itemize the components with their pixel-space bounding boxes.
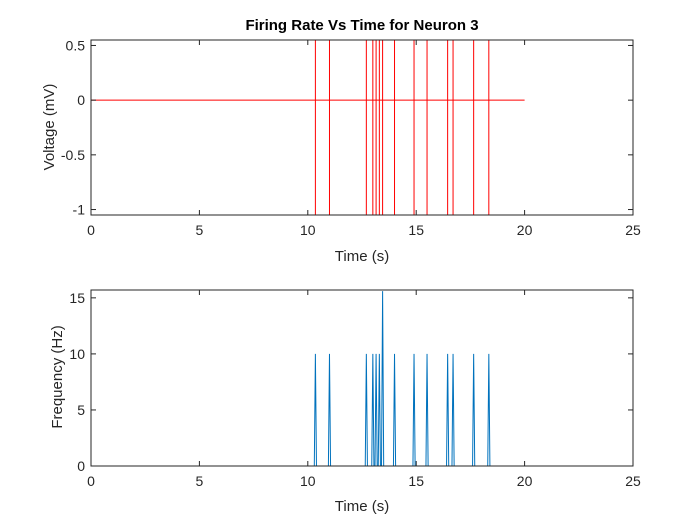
frequency-x-tick-label: 5 [196,473,204,489]
frequency-x-tick-label: 0 [87,473,95,489]
voltage-x-tick-label: 20 [517,222,533,238]
voltage-x-axis-label: Time (s) [335,248,389,265]
chart-title: Firing Rate Vs Time for Neuron 3 [245,17,478,34]
voltage-subplot: Firing Rate Vs Time for Neuron 3 0 5 10 15 2… [41,17,641,265]
frequency-plot-area [91,291,525,467]
frequency-x-tick-label: 15 [408,473,424,489]
frequency-subplot: 0 5 10 15 20 25 0 5 10 15 Time (s) Frequency (Hz) [49,289,641,515]
voltage-y-tick-label: -0.5 [61,147,85,163]
voltage-x-tick-label: 25 [625,222,641,238]
frequency-y-tick-label: 15 [69,290,85,306]
frequency-series-line [91,291,525,467]
frequency-x-tick-label: 20 [517,473,533,489]
voltage-y-axis-label: Voltage (mV) [41,84,58,171]
frequency-y-axis-label: Frequency (Hz) [49,325,66,428]
frequency-x-tick-label: 25 [625,473,641,489]
voltage-plot-area [91,40,525,215]
frequency-axes-box [90,289,634,467]
frequency-y-tick-label: 0 [77,458,85,474]
frequency-y-tick-label: 5 [77,402,85,418]
voltage-y-tick-label: 0 [77,92,85,108]
frequency-x-tick-label: 10 [300,473,316,489]
frequency-axes: 0 5 10 15 20 25 0 5 10 15 [69,289,641,489]
frequency-y-tick-label: 10 [69,346,85,362]
frequency-x-axis-label: Time (s) [335,498,389,515]
voltage-y-tick-label: -1 [73,202,86,218]
voltage-axes-box [90,39,634,216]
voltage-x-tick-label: 10 [300,222,316,238]
voltage-x-tick-label: 5 [196,222,204,238]
voltage-x-tick-label: 15 [408,222,424,238]
voltage-axes: 0 5 10 15 20 25 -1 -0.5 0 0.5 [61,37,641,238]
voltage-x-tick-label: 0 [87,222,95,238]
voltage-y-tick-label: 0.5 [66,37,86,53]
